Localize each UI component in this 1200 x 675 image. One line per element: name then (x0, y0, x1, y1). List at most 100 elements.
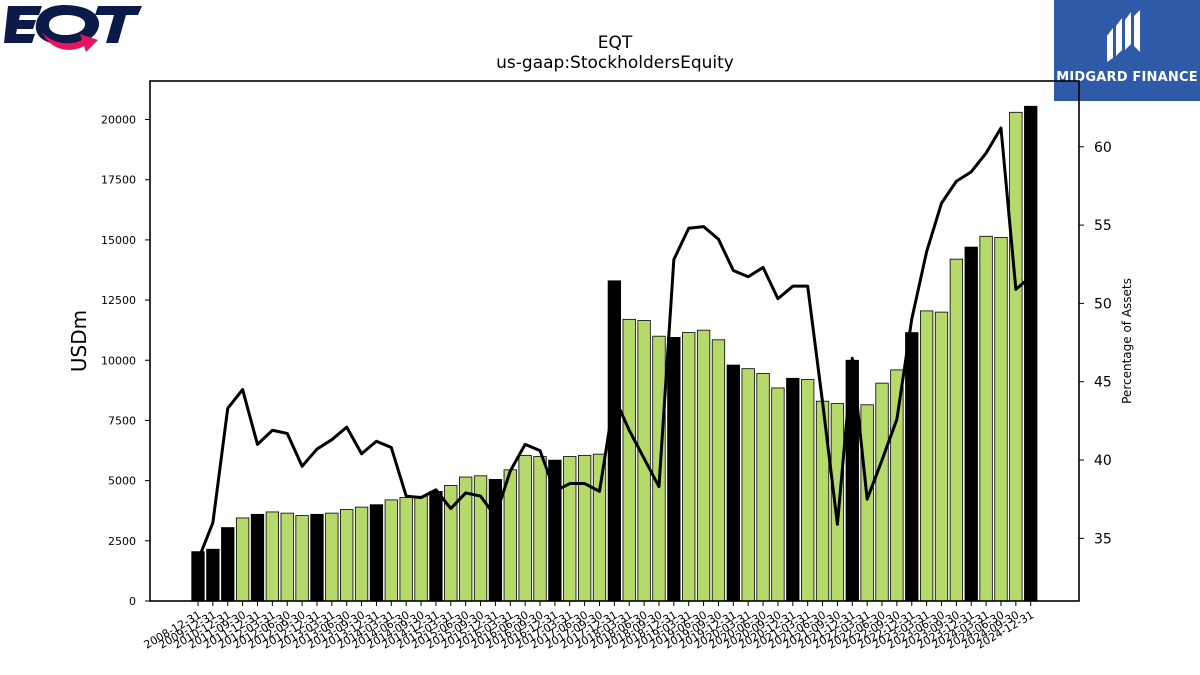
bar-2016-09-30 (533, 456, 547, 602)
bar-2021-03-31 (801, 379, 815, 602)
x-tick-label: 2023-03-31 (870, 608, 932, 651)
x-tick-label: 2008-12-31 (142, 608, 204, 651)
x-tick-label: 2024-03-31 (930, 608, 992, 651)
x-tick-label: 2014-06-30 (350, 608, 412, 651)
brand-name: MIDGARD FINANCE (1056, 70, 1198, 85)
bars-layer (191, 105, 1038, 602)
bar-2022-09-30 (890, 369, 904, 602)
x-tick-label: 2015-12-31 (439, 608, 501, 651)
x-tick-label: 2018-09-30 (603, 608, 665, 651)
bar-2012-06-30 (280, 512, 294, 602)
bar-2015-03-31 (444, 485, 458, 602)
x-tick-label: 2016-09-30 (484, 608, 546, 651)
x-tick-label: 2022-03-31 (811, 608, 873, 651)
x-tick-label: 2017-09-30 (543, 608, 605, 651)
x-tick-label: 2012-06-30 (231, 608, 293, 651)
bar-2019-06-30 (696, 329, 711, 602)
bar-2018-06-30 (637, 320, 651, 602)
right-tick-label: 45 (1094, 375, 1112, 391)
x-tick-label: 2019-09-30 (662, 608, 724, 651)
bar-2023-06-30 (934, 311, 949, 602)
x-tick-label: 2017-12-31 (558, 608, 620, 651)
bar-2015-06-30 (459, 476, 473, 602)
bar-2014-06-30 (399, 497, 413, 602)
bar-2022-03-31 (860, 404, 874, 602)
x-tick-label: 2024-06-30 (945, 608, 1007, 651)
x-tick-label: 2012-09-30 (246, 608, 308, 651)
x-tick-label: 2021-06-30 (766, 608, 828, 651)
right-tick-label: 60 (1094, 140, 1112, 156)
bar-2015-12-31 (488, 479, 503, 602)
bar-2011-12-31 (250, 513, 265, 602)
bar-2013-03-31 (325, 512, 339, 602)
x-tick-label: 2013-06-30 (290, 608, 352, 651)
x-tick-label: 2011-12-31 (201, 608, 263, 651)
x-tick-label: 2021-12-31 (796, 608, 858, 651)
right-tick-label: 50 (1094, 296, 1112, 312)
x-tick-label: 2021-09-30 (781, 608, 843, 651)
x-tick-label: 2017-06-30 (528, 608, 590, 651)
bar-2020-09-30 (771, 387, 785, 602)
bar-2019-03-31 (682, 332, 696, 602)
x-tick-label: 2015-09-30 (424, 608, 486, 651)
x-tick-label: 2020-06-30 (707, 608, 769, 651)
right-tick-label: 55 (1094, 218, 1112, 234)
eqt-logo (4, 5, 142, 52)
bar-2013-12-31 (369, 504, 384, 602)
chart-title: EQT (598, 33, 633, 53)
bar-2015-09-30 (473, 475, 488, 602)
bar-2012-12-31 (310, 513, 324, 602)
bar-2023-09-30 (949, 258, 964, 602)
x-tick-label: 2015-06-30 (409, 608, 471, 651)
left-tick-label: 10000 (101, 354, 136, 367)
left-tick-label: 12500 (101, 294, 136, 307)
chart-subtitle: us-gaap:StockholdersEquity (496, 53, 734, 73)
bar-2014-12-31 (429, 491, 443, 602)
bar-2019-12-31 (726, 364, 740, 602)
x-tick-label: 2017-03-31 (513, 608, 575, 651)
x-tick-label: 2016-03-31 (454, 608, 516, 651)
bar-2024-03-31 (979, 235, 993, 602)
x-tick-label: 2015-03-31 (394, 608, 456, 651)
x-tick-label: 2022-06-30 (826, 608, 888, 651)
left-tick-label: 5000 (108, 475, 136, 488)
line-layer (196, 126, 1032, 561)
left-tick-label: 7500 (108, 414, 136, 427)
x-tick-label: 2018-12-31 (617, 608, 679, 651)
x-tick-label: 2011-09-30 (186, 608, 248, 651)
x-tick-label: 2019-12-31 (677, 608, 739, 651)
bar-2023-03-31 (919, 310, 934, 602)
bar-2020-12-31 (786, 377, 800, 602)
bar-2020-06-30 (756, 373, 770, 602)
bar-2011-09-30 (235, 517, 250, 602)
axis-layer: 0 2500 5000 7500 10000 12500 15000 17500 20000 35… (101, 114, 1112, 652)
x-tick-label: 2023-12-31 (915, 608, 977, 651)
x-tick-label: 2019-06-30 (647, 608, 709, 651)
x-tick-label: 2012-03-31 (216, 608, 278, 651)
bar-2016-12-31 (548, 459, 562, 602)
bar-2021-09-30 (830, 403, 845, 602)
x-tick-label: 2013-12-31 (320, 608, 382, 651)
x-tick-label: 2009-12-31 (156, 608, 218, 651)
bar-2016-06-30 (518, 454, 532, 602)
left-tick-label: 20000 (101, 114, 136, 127)
x-tick-label: 2013-03-31 (275, 608, 337, 651)
bar-2023-12-31 (964, 246, 978, 602)
bar-2017-12-31 (607, 280, 622, 602)
x-tick-label: 2023-06-30 (885, 608, 947, 651)
left-tick-label: 0 (129, 595, 136, 608)
x-tick-label: 2018-06-30 (588, 608, 650, 651)
x-tick-label: 2020-09-30 (722, 608, 784, 651)
x-tick-label: 2016-06-30 (469, 608, 531, 651)
plot-frame (149, 80, 1080, 602)
left-tick-label: 15000 (101, 234, 136, 247)
x-tick-label: 2012-12-31 (261, 608, 323, 651)
bar-2024-06-30 (994, 237, 1008, 602)
bar-2024-12-31 (1024, 105, 1038, 602)
left-tick-label: 2500 (108, 535, 136, 548)
bar-2017-06-30 (577, 454, 592, 602)
bar-2022-12-31 (905, 332, 919, 602)
x-tick-label: 2021-03-31 (751, 608, 813, 651)
